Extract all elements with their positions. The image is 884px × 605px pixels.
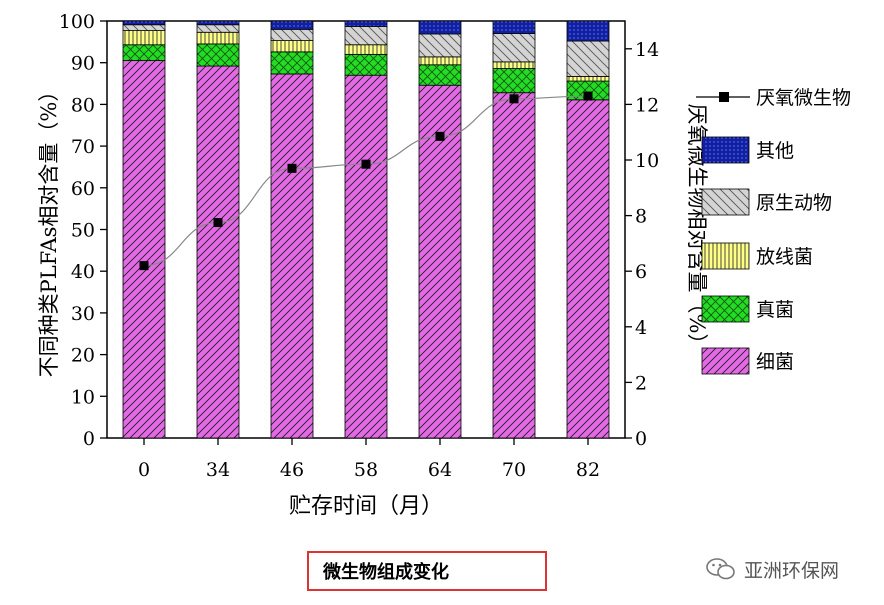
y-tick-label: 90 (71, 53, 95, 75)
bar-segment (566, 20, 610, 42)
legend-label: 真菌 (756, 299, 794, 321)
line-point (139, 261, 149, 271)
x-tick-label: 70 (502, 459, 526, 481)
chart-svg: 不同种类PLFAs相对含量（%） 厌氧微生物相对含量（%） 贮存时间（月） 01… (37, 11, 851, 519)
bar-segment (196, 20, 240, 26)
y-tick-label: 80 (71, 94, 95, 116)
y-tick-label: 100 (59, 11, 95, 33)
x-tick-label: 64 (428, 459, 452, 481)
y2-tick-label: 8 (635, 206, 647, 228)
y-tick-label: 50 (71, 220, 95, 242)
bar-segment (344, 20, 388, 27)
bar-segment (122, 60, 166, 439)
legend-swatch (701, 188, 750, 216)
legend-label: 细菌 (756, 351, 794, 373)
bar-segment (566, 40, 610, 77)
y-tick-label: 40 (71, 261, 95, 283)
wechat-icon (706, 557, 736, 581)
bar-segment (122, 24, 166, 31)
x-tick-label: 82 (576, 459, 600, 481)
y2-tick-label: 10 (635, 150, 659, 172)
y-axis-title: 不同种类PLFAs相对含量（%） (37, 81, 61, 378)
legend-label: 放线菌 (756, 246, 813, 268)
bar-segment (122, 44, 166, 62)
figure-caption: 微生物组成变化 (307, 551, 547, 591)
bar-segment (344, 53, 388, 76)
bar-segment (270, 51, 314, 75)
y-tick-label: 0 (83, 428, 95, 450)
bar-segment (492, 33, 536, 63)
line-point (435, 131, 445, 141)
line-point (361, 159, 371, 169)
y-tick-label: 70 (71, 136, 95, 158)
y2-tick-label: 2 (635, 372, 647, 394)
bar-segment (122, 30, 166, 46)
bar-segment (566, 76, 610, 82)
line-point (287, 163, 297, 173)
y-tick-label: 30 (71, 303, 95, 325)
x-tick-label: 58 (354, 459, 378, 481)
y2-tick-label: 4 (635, 317, 647, 339)
bar-segment (344, 44, 388, 55)
bar-segment (492, 61, 536, 69)
bar-segment (418, 56, 462, 66)
bar-segment (492, 20, 536, 34)
y2-tick-label: 6 (635, 261, 647, 283)
bar-segment (418, 20, 462, 35)
y-tick-label: 10 (71, 386, 95, 408)
x-tick-label: 0 (138, 459, 150, 481)
caption-text: 微生物组成变化 (323, 562, 449, 583)
bar-segment (122, 20, 166, 26)
bar-segment (196, 65, 240, 439)
bar-segment (196, 24, 240, 33)
y2-tick-label: 14 (635, 39, 659, 61)
bars (122, 20, 610, 439)
y-tick-label: 60 (71, 178, 95, 200)
bar-segment (270, 73, 314, 439)
legend-swatch (701, 295, 750, 323)
bar-segment (566, 99, 610, 439)
legend-swatch (701, 136, 750, 164)
legend-label: 厌氧微生物 (756, 87, 851, 109)
line-point (509, 94, 519, 104)
bar-segment (270, 20, 314, 30)
bar-segment (344, 74, 388, 439)
y2-tick-label: 0 (635, 428, 647, 450)
bar-segment (418, 33, 462, 58)
x-axis-title: 贮存时间（月） (289, 494, 443, 519)
legend-line-marker (719, 92, 729, 102)
watermark: 亚洲环保网 (706, 554, 839, 584)
bar-segment (418, 84, 462, 439)
line-point (583, 91, 593, 101)
bar-segment (492, 92, 536, 439)
line-point (213, 218, 223, 228)
x-tick-label: 46 (280, 459, 304, 481)
bar-segment (492, 68, 536, 94)
x-tick-label: 34 (206, 459, 230, 481)
bar-segment (196, 43, 240, 67)
bar-segment (270, 40, 314, 53)
y-tick-label: 20 (71, 345, 95, 367)
legend-label: 原生动物 (756, 192, 832, 214)
bar-segment (418, 64, 462, 86)
bar-segment (270, 28, 314, 41)
bar-segment (344, 26, 388, 46)
y2-tick-label: 12 (635, 94, 659, 116)
watermark-text: 亚洲环保网 (744, 559, 840, 582)
line-series (139, 91, 593, 271)
legend-swatch (701, 242, 750, 270)
legend-swatch (701, 347, 750, 375)
legend-label: 其他 (756, 140, 794, 162)
bar-segment (196, 31, 240, 45)
